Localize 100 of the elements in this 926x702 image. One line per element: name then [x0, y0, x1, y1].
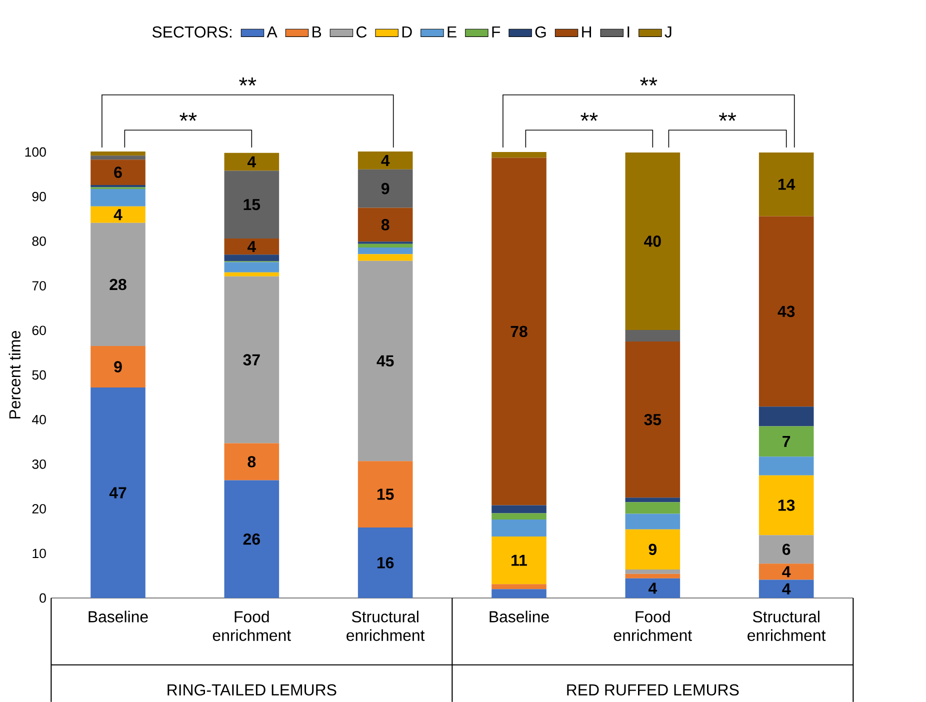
data-label: 4 — [648, 582, 658, 594]
bar — [492, 520, 546, 536]
data-label: 47 — [109, 487, 126, 498]
bar — [358, 169, 413, 208]
bar — [224, 262, 280, 272]
bar — [492, 158, 546, 506]
bar — [625, 578, 680, 598]
legend-label: F — [492, 26, 500, 38]
bar — [758, 152, 814, 216]
bar — [625, 342, 680, 498]
bar — [492, 584, 546, 590]
bar — [625, 152, 680, 330]
x-tick-label: Baseline — [88, 610, 148, 622]
bar — [492, 513, 546, 520]
legend-label: C — [356, 26, 367, 38]
bar — [358, 208, 413, 242]
data-label: 8 — [248, 456, 256, 468]
bar — [358, 260, 413, 462]
bar — [224, 272, 280, 276]
y-tick-label: 40 — [32, 414, 46, 424]
bar — [224, 152, 280, 171]
legend-label: H — [582, 26, 592, 38]
x-tick-label: Baseline — [490, 610, 549, 622]
bar — [224, 276, 280, 444]
data-label: 78 — [510, 326, 528, 338]
text: ** — [640, 78, 658, 86]
x-tick-label: Food enrichment — [614, 610, 692, 641]
data-label: 45 — [376, 355, 394, 366]
bar — [758, 456, 814, 476]
legend-title: SECTORS: — [152, 26, 232, 38]
bar — [758, 580, 814, 598]
data-label: 16 — [377, 557, 394, 568]
bar — [758, 406, 814, 426]
data-label: 15 — [377, 488, 394, 500]
x-tick-label: Food enrichment — [212, 610, 291, 641]
data-label: 40 — [644, 236, 661, 247]
bar — [492, 505, 546, 514]
x-tick-label: Structural enrichment — [346, 610, 425, 641]
text: ** — [718, 112, 736, 121]
y-tick-label: 50 — [32, 370, 46, 380]
legend-label: J — [664, 26, 672, 38]
y-tick-label: 0 — [40, 593, 46, 603]
data-label: 43 — [778, 306, 795, 318]
data-label: 4 — [782, 583, 791, 594]
data-label: 9 — [648, 544, 657, 556]
bar — [625, 574, 680, 578]
bar — [358, 247, 413, 254]
y-tick-label: 80 — [32, 236, 46, 246]
data-label: 4 — [247, 241, 256, 252]
bar — [358, 461, 413, 528]
data-label: 28 — [110, 278, 126, 290]
bar — [90, 206, 146, 223]
text: RING-TAILED LEMURS — [168, 684, 336, 696]
bar — [625, 498, 680, 502]
bar — [90, 387, 146, 598]
data-label: 6 — [782, 544, 790, 556]
text: RED RUFFED LEMURS — [567, 684, 739, 696]
legend-label: A — [266, 26, 278, 38]
text: ** — [180, 112, 197, 121]
bar — [90, 152, 146, 156]
y-tick-label: 10 — [32, 548, 46, 558]
data-label: 35 — [644, 414, 662, 426]
data-label: 4 — [247, 156, 256, 168]
data-label: 14 — [778, 178, 796, 190]
data-label: 11 — [512, 554, 527, 566]
bar — [224, 238, 280, 255]
legend-label: I — [628, 26, 630, 38]
bar — [625, 529, 680, 570]
data-label: 15 — [244, 199, 260, 210]
y-tick-label: 60 — [32, 326, 46, 336]
bar — [758, 475, 814, 536]
bar — [224, 170, 280, 239]
data-label: 9 — [381, 182, 390, 194]
y-tick-label: 70 — [32, 281, 46, 290]
bar — [224, 443, 280, 480]
bar — [492, 589, 546, 598]
bar — [90, 222, 146, 346]
y-tick-label: 30 — [32, 460, 46, 469]
bar — [90, 160, 146, 185]
bar — [358, 528, 413, 598]
text: ** — [239, 78, 256, 86]
data-label: 4 — [114, 209, 122, 220]
bar — [90, 189, 146, 206]
bar — [625, 569, 680, 574]
bar — [224, 254, 280, 262]
data-label: 4 — [782, 566, 791, 578]
legend-label: D — [402, 26, 412, 38]
y-tick-label: 90 — [32, 192, 46, 202]
bar — [758, 426, 814, 457]
data-label: 6 — [114, 166, 122, 178]
bar — [90, 156, 146, 160]
bar — [224, 480, 280, 598]
bar — [492, 152, 546, 158]
bar — [758, 216, 814, 407]
bar — [625, 502, 680, 514]
bar — [358, 152, 413, 170]
legend-label: G — [535, 26, 546, 38]
y-tick-label: 100 — [25, 147, 46, 157]
bar — [492, 536, 546, 584]
legend-label: B — [312, 26, 322, 38]
